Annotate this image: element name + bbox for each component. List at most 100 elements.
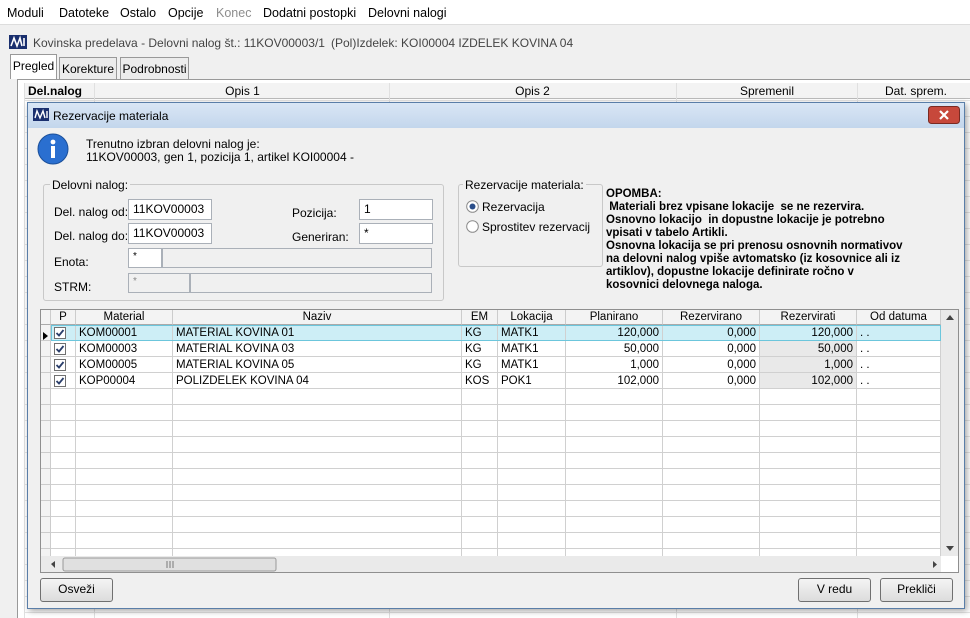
text-input[interactable]: 11KOV00003 [128,199,212,220]
tab[interactable]: Pregled [10,54,57,79]
column-header[interactable]: Rezervirano [663,310,760,325]
column-header[interactable]: EM [462,310,498,325]
cell: 102,000 [566,373,663,389]
cell [76,405,173,421]
column-header[interactable]: Naziv [173,310,462,325]
checkbox[interactable] [54,375,66,387]
bg-column-header: Dat. sprem. [885,84,948,98]
bg-column-header: Spremenil [739,84,795,98]
menu-item[interactable]: Opcije [168,6,204,20]
cell [498,437,566,453]
checkbox[interactable] [54,327,66,339]
cell [760,421,857,437]
cell [51,341,76,357]
header-row [41,310,941,325]
cell: KOM00005 [76,357,173,373]
column-header[interactable]: Planirano [566,310,663,325]
cell [857,533,941,549]
checkbox[interactable] [54,343,66,355]
vertical-scrollbar [941,310,958,556]
cell: 0,000 [663,373,760,389]
checkbox[interactable] [54,359,66,371]
cell [462,485,498,501]
close-button[interactable] [928,106,960,124]
radio-button[interactable] [466,200,479,213]
menu-item[interactable]: Ostalo [120,6,157,20]
cell [173,421,462,437]
row-indicator [41,421,51,437]
cell [857,501,941,517]
cell: 0,000 [663,341,760,357]
cell: MATERIAL KOVINA 03 [173,341,462,357]
cell [51,469,76,485]
column-header[interactable]: Rezervirati [760,310,857,325]
cell [462,453,498,469]
cell [566,485,663,501]
cell [857,437,941,453]
column-header[interactable]: P [51,310,76,325]
menu-bar [0,0,970,25]
cell [51,533,76,549]
cell [566,389,663,405]
note-line: Osnovno lokacijo in dopustne lokacije je… [606,214,885,226]
cell [663,421,760,437]
cell [462,517,498,533]
menu-item[interactable]: Moduli [7,6,44,20]
text-input[interactable]: * [128,248,162,268]
bg-row-line [24,612,970,613]
dialog: Rezervacije materiala Trenutno izbran del… [27,102,965,609]
dialog-icon [33,108,49,121]
row-indicator [41,325,51,341]
cell [663,437,760,453]
bg-column-header: Opis 1 [225,84,260,98]
tab[interactable]: Podrobnosti [120,57,189,79]
column-header[interactable]: Lokacija [498,310,566,325]
menu-item[interactable]: Delovni nalogi [368,6,447,20]
cell [173,437,462,453]
cell: 1,000 [566,357,663,373]
column-header[interactable]: Od datuma [857,310,941,325]
row-indicator [41,341,51,357]
cell: POLIZDELEK KOVINA 04 [173,373,462,389]
cell [173,485,462,501]
cell [51,517,76,533]
text-input[interactable]: 11KOV00003 [128,223,212,244]
cell [462,469,498,485]
group-title: Rezervacije materiala: [463,178,586,192]
cell [760,533,857,549]
cell: 1,000 [760,357,857,373]
cell [566,437,663,453]
button[interactable]: Osveži [40,578,113,602]
cell: POK1 [498,373,566,389]
cell [857,469,941,485]
button[interactable]: V redu [798,578,871,602]
cell [462,501,498,517]
radio-label[interactable]: Sprostitev rezervacij [482,220,591,234]
bg-row-line [24,100,970,101]
row-indicator [41,389,51,405]
field-label: STRM: [54,280,92,294]
row-indicator [41,373,51,389]
cell [498,501,566,517]
radio-label[interactable]: Rezervacija [482,200,545,214]
info-icon [37,133,69,165]
row-indicator [41,517,51,533]
cell [566,517,663,533]
cell [51,501,76,517]
menu-item[interactable]: Datoteke [59,6,110,20]
cell [566,405,663,421]
button[interactable]: Prekliči [880,578,953,602]
cell [51,485,76,501]
cell [51,453,76,469]
column-header[interactable]: Material [76,310,173,325]
cell [566,453,663,469]
field-label: Del. nalog od: [54,205,129,219]
cell [857,453,941,469]
tab[interactable]: Korekture [59,57,117,79]
cell: . . [857,341,941,357]
text-input[interactable]: * [359,223,433,244]
cell [760,501,857,517]
menu-item[interactable]: Dodatni postopki [263,6,357,20]
text-input[interactable]: 1 [359,199,433,220]
radio-button[interactable] [466,220,479,233]
